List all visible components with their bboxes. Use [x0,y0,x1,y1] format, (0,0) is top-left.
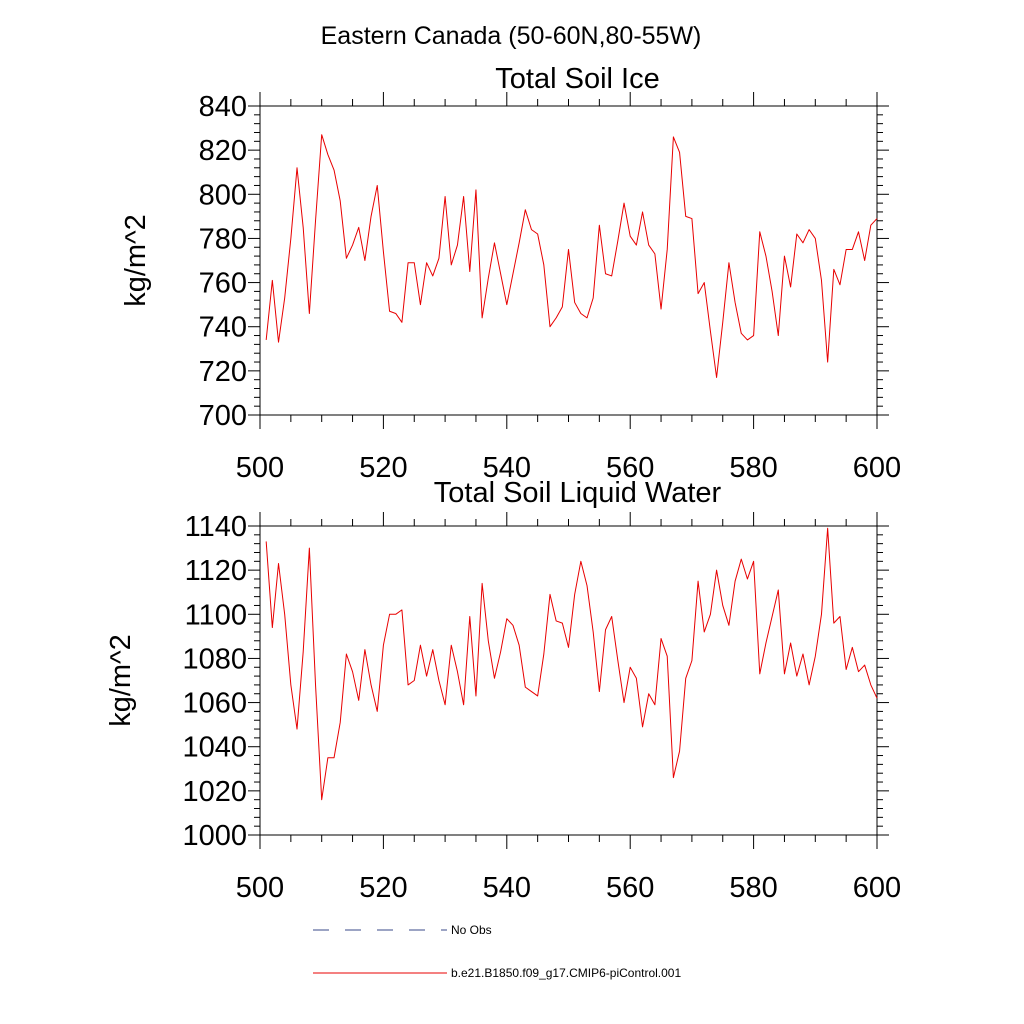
legend-label-no-obs: No Obs [451,923,492,937]
y-tick-label: 1140 [185,511,247,543]
y-tick-label: 780 [199,223,247,255]
chart-panel-total-soil-ice: Total Soil Ice kg/m^2 700 720 740 760 780 800 82… [120,63,901,484]
y-tick-label: 1100 [185,599,247,631]
panel-title: Total Soil Ice [495,63,659,95]
x-tick-label: 580 [729,872,777,904]
y-tick-label: 800 [199,179,247,211]
y-tick-label: 720 [199,356,247,388]
legend: No Obs b.e21.B1850.f09_g17.CMIP6-piContr… [313,923,681,980]
figure-title: Eastern Canada (50-60N,80-55W) [321,22,702,50]
x-tick-label: 540 [483,452,531,484]
chart-panel-total-soil-liquid-water: Total Soil Liquid Water kg/m^2 1000 1020 104… [105,477,901,904]
y-tick-label: 840 [199,91,247,123]
series-line [265,527,878,801]
y-axis-label: kg/m^2 [120,214,152,307]
y-tick-label: 820 [199,135,247,167]
y-tick-label: 1000 [182,820,247,852]
y-tick-label: 1040 [182,732,247,764]
series-line [265,134,878,378]
x-tick-label: 560 [606,872,654,904]
x-tick-label: 540 [483,872,531,904]
x-tick-label: 500 [236,872,284,904]
y-tick-label: 1080 [182,643,247,675]
y-tick-label: 1020 [182,776,247,808]
plot-frame [259,525,878,836]
x-tick-label: 600 [853,872,901,904]
x-tick-label: 500 [236,452,284,484]
y-tick-label: 1120 [185,555,247,587]
y-axis-label: kg/m^2 [105,634,137,727]
y-tick-label: 740 [199,312,247,344]
x-tick-label: 600 [853,452,901,484]
x-tick-label: 520 [359,872,407,904]
legend-label-model: b.e21.B1850.f09_g17.CMIP6-piControl.001 [451,966,681,980]
y-tick-label: 1060 [182,688,247,720]
y-tick-label: 760 [199,268,247,300]
x-tick-label: 520 [359,452,407,484]
x-tick-label: 560 [606,452,654,484]
y-tick-label: 700 [199,400,247,432]
x-tick-label: 580 [729,452,777,484]
panel-title: Total Soil Liquid Water [434,477,722,509]
